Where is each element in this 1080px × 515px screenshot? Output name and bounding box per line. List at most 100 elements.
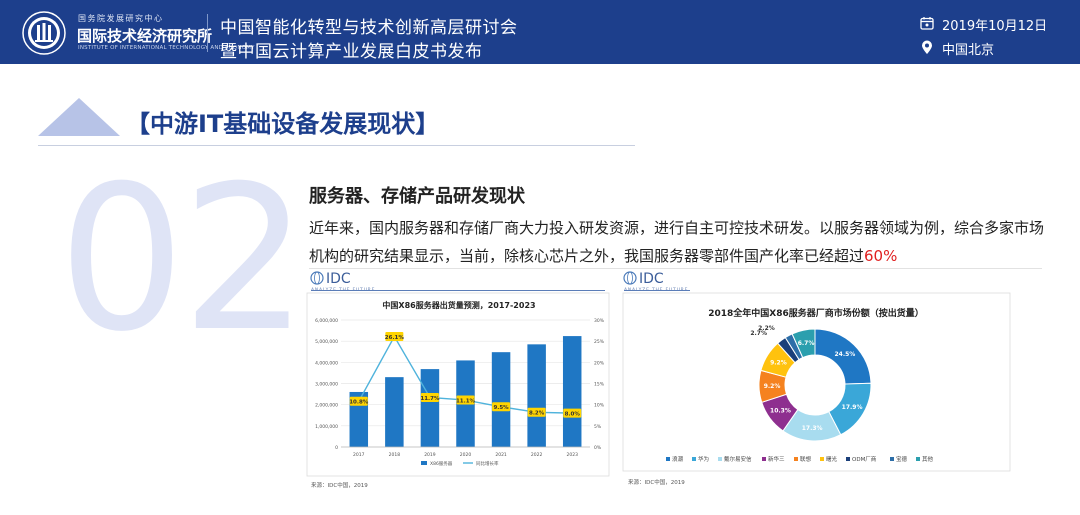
shipment-chart-panel: IDC ANALYZE THE FUTURE 中国X86服务器出货量预测，2017-… xyxy=(303,270,613,492)
header-bar: 国务院发展研究中心 国际技术经济研究所 INSTITUTE OF INTERNA… xyxy=(0,0,1080,64)
legend-label-line: 同比增长率 xyxy=(476,460,499,467)
slice-label-ODM厂商: 2.7% xyxy=(750,330,767,337)
y-right-tick-label: 20% xyxy=(594,360,605,366)
legend-label-bar: X86服务器 xyxy=(430,460,453,467)
legend-swatch-新华三 xyxy=(762,457,766,461)
growth-label-bg xyxy=(492,402,511,412)
chart-source: 来源：IDC中国，2019 xyxy=(311,481,368,489)
growth-label-2018: 26.1% xyxy=(385,335,405,341)
y-right-tick-label: 30% xyxy=(594,318,605,324)
header-divider xyxy=(207,14,208,52)
logo-rule xyxy=(311,290,605,291)
event-date-text: 2019年10月12日 xyxy=(942,19,1048,34)
text-divider xyxy=(309,268,1042,269)
x-tick-label: 2020 xyxy=(460,452,472,458)
conference-title-line2: 暨中国云计算产业发展白皮书发布 xyxy=(220,42,483,62)
market-share-chart-panel: IDC ANALYZE THE FUTURE 2018全年中国X86服务器厂商市场份… xyxy=(622,270,1014,492)
legend-label-戴尔易安信: 戴尔易安信 xyxy=(724,455,752,463)
idc-globe-icon xyxy=(623,271,637,285)
x-tick-label: 2019 xyxy=(424,452,436,458)
logo-rule xyxy=(624,290,690,291)
growth-label-bg xyxy=(563,408,582,418)
slice-label-戴尔易安信: 17.3% xyxy=(802,425,823,432)
legend-label-浪潮: 浪潮 xyxy=(672,455,684,463)
growth-label-bg xyxy=(456,395,475,405)
legend-label-联想: 联想 xyxy=(800,455,812,463)
body-highlight: 60% xyxy=(864,247,898,265)
slice-其他 xyxy=(791,328,816,359)
legend-swatch-宝德 xyxy=(890,457,894,461)
calendar-icon xyxy=(920,17,934,30)
x-tick-label: 2021 xyxy=(495,452,507,458)
bar-2022 xyxy=(527,344,546,447)
growth-label-bg xyxy=(527,407,546,417)
legend-swatch-bar xyxy=(421,461,427,465)
bar-2021 xyxy=(491,352,511,447)
growth-label-2022: 8.2% xyxy=(529,411,545,417)
legend-swatch-戴尔易安信 xyxy=(718,457,722,461)
growth-label-bg xyxy=(420,392,439,402)
slice-label-宝德: 2.2% xyxy=(758,325,775,332)
legend-swatch-其他 xyxy=(916,457,920,461)
y-right-tick-label: 10% xyxy=(594,403,605,409)
legend-label-宝德: 宝德 xyxy=(896,455,908,463)
growth-label-2017: 10.8% xyxy=(349,400,369,406)
growth-label-2020: 11.1% xyxy=(456,398,476,404)
legend-swatch-华为 xyxy=(692,457,696,461)
org-name: 国际技术经济研究所 xyxy=(77,27,213,45)
location-pin-icon xyxy=(922,40,932,54)
y-left-tick-label: 1,000,000 xyxy=(315,424,338,430)
idc-globe-icon xyxy=(310,271,324,285)
idc-logo-text: IDC xyxy=(326,271,351,287)
section-title: 【中游IT基础设备发展现状】 xyxy=(126,110,440,138)
growth-label-bg xyxy=(385,332,404,342)
x-tick-label: 2023 xyxy=(566,452,578,458)
section-number: 02 xyxy=(58,143,308,376)
x-tick-label: 2022 xyxy=(531,452,543,458)
growth-label-bg xyxy=(349,396,368,406)
legend-swatch-曙光 xyxy=(820,457,824,461)
y-left-tick-label: 3,000,000 xyxy=(315,382,338,388)
y-right-tick-label: 5% xyxy=(594,424,602,430)
bar-2018 xyxy=(385,377,404,447)
bar-2023 xyxy=(562,336,582,447)
slice-label-其他: 6.7% xyxy=(798,340,815,347)
slice-label-浪潮: 24.5% xyxy=(835,351,856,358)
section-triangle-icon xyxy=(38,98,120,136)
y-right-tick-label: 0% xyxy=(594,445,602,451)
y-left-tick-label: 2,000,000 xyxy=(315,403,338,409)
chart-title: 中国X86服务器出货量预测，2017-2023 xyxy=(382,300,535,310)
slice-label-联想: 9.2% xyxy=(764,383,781,390)
legend-label-其他: 其他 xyxy=(922,455,934,463)
event-location-text: 中国北京 xyxy=(942,43,995,58)
growth-label-2021: 9.5% xyxy=(493,405,509,411)
sub-title: 服务器、存储产品研发现状 xyxy=(309,186,525,207)
y-left-tick-label: 5,000,000 xyxy=(315,339,338,345)
slice-label-新华三: 10.3% xyxy=(770,408,791,415)
legend-label-曙光: 曙光 xyxy=(826,455,838,463)
y-right-tick-label: 15% xyxy=(594,382,605,388)
y-right-tick-label: 25% xyxy=(594,339,605,345)
growth-label-2023: 8.0% xyxy=(565,411,581,417)
body-text: 近年来，国内服务器和存储厂商大力投入研发资源，进行自主可控技术研发。以服务器领域… xyxy=(309,219,1045,265)
growth-label-2019: 11.7% xyxy=(420,396,440,402)
section-divider xyxy=(38,145,635,146)
x-tick-label: 2017 xyxy=(353,452,365,458)
idc-globe-meridian xyxy=(314,271,320,285)
chart-frame xyxy=(622,292,1011,472)
legend-label-华为: 华为 xyxy=(698,455,709,463)
idc-globe-meridian xyxy=(627,271,633,285)
chart-source: 来源：IDC中国，2019 xyxy=(628,478,685,486)
x-tick-label: 2018 xyxy=(389,452,401,458)
org-name-en: INSTITUTE OF INTERNATIONAL TECHNOLOGY AN… xyxy=(78,45,255,51)
conference-title-line1: 中国智能化转型与技术创新高层研讨会 xyxy=(220,18,518,38)
y-left-tick-label: 0 xyxy=(335,445,338,451)
slice-label-华为: 17.9% xyxy=(842,404,863,411)
bar-2019 xyxy=(420,369,440,447)
legend-label-ODM厂商: ODM厂商 xyxy=(852,455,877,463)
chart-title: 2018全年中国X86服务器厂商市场份额（按出货量） xyxy=(708,307,924,319)
y-left-tick-label: 6,000,000 xyxy=(315,318,338,324)
body-paragraph: 近年来，国内服务器和存储厂商大力投入研发资源，进行自主可控技术研发。以服务器领域… xyxy=(309,214,1054,270)
